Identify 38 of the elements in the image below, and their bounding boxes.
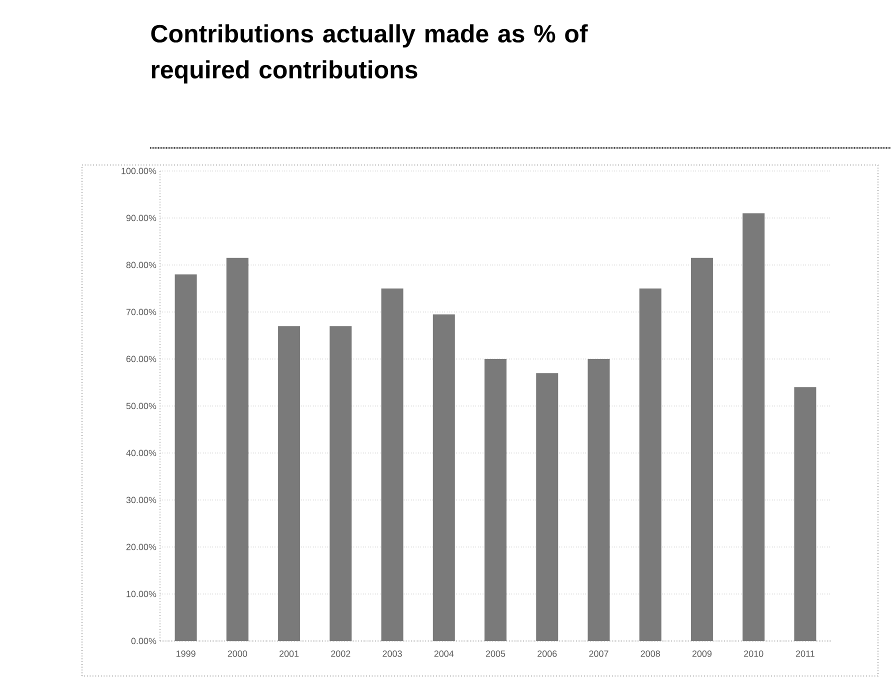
x-tick-label: 2003 <box>382 650 402 657</box>
bar <box>588 358 610 641</box>
bar <box>432 314 455 641</box>
y-tick-label: 60.00% <box>126 356 156 362</box>
y-tick-label: 40.00% <box>126 450 156 456</box>
y-tick-label: 70.00% <box>126 308 156 316</box>
x-tick-label: 2009 <box>692 650 712 657</box>
y-tick-label: 80.00% <box>126 262 156 268</box>
bar <box>484 358 507 641</box>
bar <box>226 258 248 641</box>
x-tick-label: 2004 <box>434 650 454 657</box>
x-tick-label: 1999 <box>176 650 196 657</box>
bar <box>536 373 558 641</box>
y-tick-label: 50.00% <box>126 402 156 410</box>
y-tick-label: 100.00% <box>122 168 156 174</box>
chart-title: Contributions actually made as % of required contributions <box>151 24 588 84</box>
y-tick-label: 20.00% <box>126 544 156 550</box>
y-tick-label: 90.00% <box>126 214 156 222</box>
bar <box>381 288 404 641</box>
x-tick-label: 2001 <box>279 650 299 657</box>
bar <box>690 258 713 641</box>
x-tick-label: 2007 <box>589 650 608 657</box>
bar <box>278 326 300 641</box>
x-tick-label: 2000 <box>228 650 248 657</box>
y-tick-label: 30.00% <box>126 496 156 504</box>
x-tick-label: 2008 <box>640 650 660 657</box>
y-tick-label: 0.00% <box>131 638 156 644</box>
bar <box>742 213 765 641</box>
bar <box>794 387 816 641</box>
x-tick-label: 2010 <box>744 650 764 657</box>
x-tick-label: 2011 <box>796 650 814 657</box>
x-tick-label: 2002 <box>331 650 350 657</box>
bar <box>174 274 197 641</box>
bar <box>639 288 662 641</box>
x-tick-label: 2006 <box>538 650 557 657</box>
bar <box>330 326 352 641</box>
x-tick-label: 2005 <box>486 650 506 657</box>
y-tick-label: 10.00% <box>126 590 156 598</box>
